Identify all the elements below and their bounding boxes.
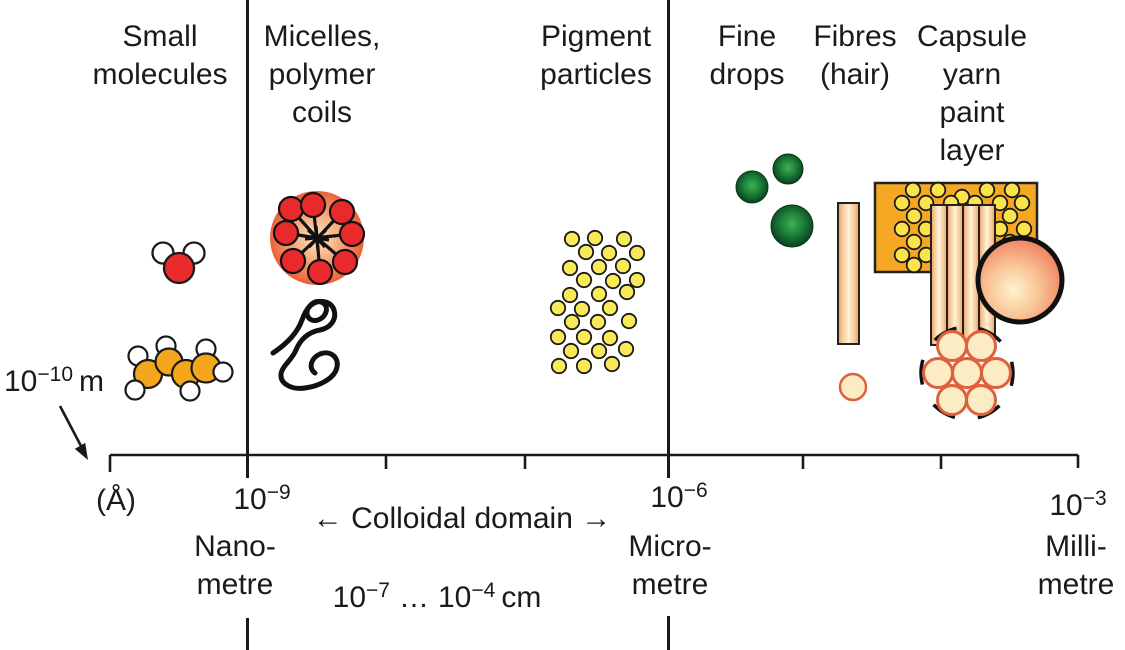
label-line: Pigment xyxy=(540,20,652,53)
tick-label-1e-3: 10−3 xyxy=(1049,480,1106,525)
tick-name-nanometre: Nano- metre xyxy=(194,528,276,604)
label-line: particles xyxy=(540,58,652,91)
label-line: coils xyxy=(291,96,353,129)
power-exponent: −9 xyxy=(266,481,291,504)
power-exponent: −7 xyxy=(366,579,390,602)
label-line: Capsule xyxy=(916,20,1028,53)
colloidal-domain-text: Colloidal domain xyxy=(351,502,573,535)
label-line: polymer xyxy=(268,58,376,91)
power-base: 10 xyxy=(332,581,367,614)
category-label-fine-drops: Fine drops xyxy=(709,18,784,94)
label-line: Nano- xyxy=(194,530,276,563)
label-line: (hair) xyxy=(819,58,891,91)
power-exponent: −3 xyxy=(1082,487,1107,510)
power-exponent: −10 xyxy=(37,363,73,386)
power-base: 10 xyxy=(233,483,267,516)
angstrom-pointer-arrow xyxy=(58,405,88,460)
cm-range-label: 10−7… 10−4 cm xyxy=(333,572,542,617)
micelle-illustration xyxy=(270,191,366,286)
category-label-fibres-hair: Fibres (hair) xyxy=(813,18,896,94)
power-unit: cm xyxy=(501,581,542,614)
label-line: molecules xyxy=(92,58,228,91)
label-line: metre xyxy=(631,568,709,601)
polymer-coil-illustration xyxy=(270,299,340,391)
label-line: Small xyxy=(122,20,198,53)
pigment-particles-illustration xyxy=(549,229,646,375)
single-fibre-end-illustration xyxy=(838,372,868,402)
label-line: metre xyxy=(1037,568,1115,601)
label-line: metre xyxy=(196,568,274,601)
tick-name-micrometre: Micro- metre xyxy=(628,528,711,604)
size-axis xyxy=(108,453,1080,472)
label-line: Micro- xyxy=(628,530,712,563)
alkane-molecule-illustration xyxy=(124,335,234,402)
tick-label-1e-6: 10−6 xyxy=(650,472,707,517)
category-label-small-molecules: Small molecules xyxy=(92,18,227,94)
category-label-micelles-polymer-coils: Micelles, polymer coils xyxy=(264,18,381,132)
category-label-pigment-particles: Pigment particles xyxy=(540,18,652,94)
power-base: 10 xyxy=(4,365,38,398)
right-arrow-icon: → xyxy=(581,502,612,535)
label-line: (Å) xyxy=(96,484,136,517)
yarn-cross-section-illustration xyxy=(919,325,1015,421)
power-exponent: −6 xyxy=(683,479,708,502)
colloidal-domain-annotation: ← Colloidal domain → xyxy=(313,500,611,538)
power-unit: m xyxy=(79,365,104,398)
ellipsis: … xyxy=(399,581,429,614)
tick-label-1e-9: 10−9 xyxy=(233,474,290,519)
power-exponent: −4 xyxy=(471,579,496,602)
tick-name-millimetre: Milli- metre xyxy=(1038,528,1115,604)
label-line: Fine xyxy=(717,20,777,53)
axis-origin-label: (Å) xyxy=(96,482,136,520)
power-base: 10 xyxy=(650,481,684,514)
category-label-capsule-yarn-paint-layer: Capsule yarn paint layer xyxy=(917,18,1027,170)
fine-drops-illustration xyxy=(735,153,814,248)
label-line: paint xyxy=(939,96,1005,129)
power-base: 10 xyxy=(1049,489,1083,522)
power-base: 10 xyxy=(438,581,472,614)
water-molecule-illustration xyxy=(151,241,206,285)
label-line: yarn xyxy=(942,58,1002,91)
capsule-illustration xyxy=(975,235,1065,325)
label-line: Milli- xyxy=(1045,530,1107,563)
label-line: Fibres xyxy=(813,20,897,53)
fibre-illustration xyxy=(837,202,860,345)
label-line: drops xyxy=(709,58,785,91)
label-line: layer xyxy=(939,134,1005,167)
left-arrow-icon: ← xyxy=(312,502,343,535)
label-line: Micelles, xyxy=(263,20,381,53)
angstrom-scale-label: 10−10 m xyxy=(4,357,104,400)
